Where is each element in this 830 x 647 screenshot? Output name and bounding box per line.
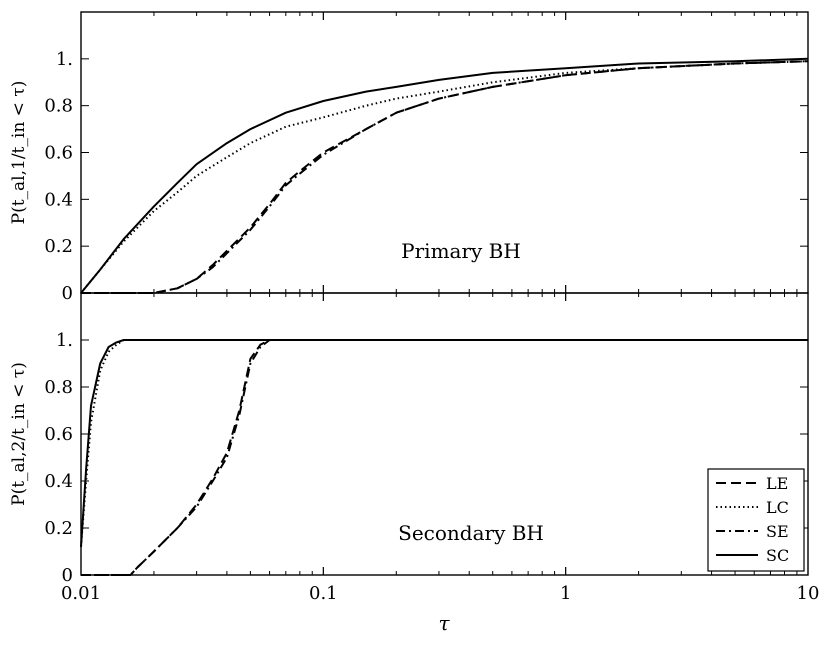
legend-label-le: LE xyxy=(766,474,788,493)
series-line-se xyxy=(81,339,808,576)
y-tick-label: 0 xyxy=(62,565,73,586)
y-tick-label: 0.6 xyxy=(44,143,73,164)
y-tick-label: 0.6 xyxy=(44,424,73,445)
y-tick-label: 1. xyxy=(56,49,73,70)
panel-primary: 0 0.2 0.4 0.6 0.8 1. Primary BH P(t_al,1/t_in <… xyxy=(9,11,809,304)
y-tick-label: 0 xyxy=(62,283,73,304)
x-axis: 0.01 0.1 1 10 τ xyxy=(61,583,819,635)
series-line-sc xyxy=(80,57,809,294)
y-tick-label: 0.2 xyxy=(44,518,73,539)
y-tick-label: 1. xyxy=(56,330,73,351)
panel-annotation: Secondary BH xyxy=(398,521,544,545)
series-line-sc xyxy=(80,339,808,547)
legend-label-sc: SC xyxy=(766,546,789,565)
x-tick-label: 1 xyxy=(560,583,571,604)
x-tick-label: 10 xyxy=(797,583,820,604)
y-tick-label: 0.2 xyxy=(44,236,73,257)
legend-label-se: SE xyxy=(766,522,789,541)
y-axis-label: P(t_al,2/t_in < τ) xyxy=(9,362,29,506)
y-tick-label: 0.8 xyxy=(44,96,73,117)
legend: LE LC SE SC xyxy=(707,468,805,572)
x-axis-label: τ xyxy=(438,611,450,635)
legend-label-lc: LC xyxy=(766,498,789,517)
y-tick-label: 0.4 xyxy=(44,471,73,492)
y-axis-label: P(t_al,1/t_in < τ) xyxy=(9,81,29,225)
panel-secondary: 0 0.2 0.4 0.6 0.8 1. Secondary BH P(t_al,2/t_in… xyxy=(9,292,809,586)
x-tick-label: 0.1 xyxy=(309,583,338,604)
y-tick-label: 0.4 xyxy=(44,189,73,210)
y-tick-label: 0.8 xyxy=(44,377,73,398)
panel-annotation: Primary BH xyxy=(401,239,521,263)
series-line-lc xyxy=(80,339,808,547)
series-line-se xyxy=(81,60,809,294)
x-tick-label: 0.01 xyxy=(61,583,101,604)
